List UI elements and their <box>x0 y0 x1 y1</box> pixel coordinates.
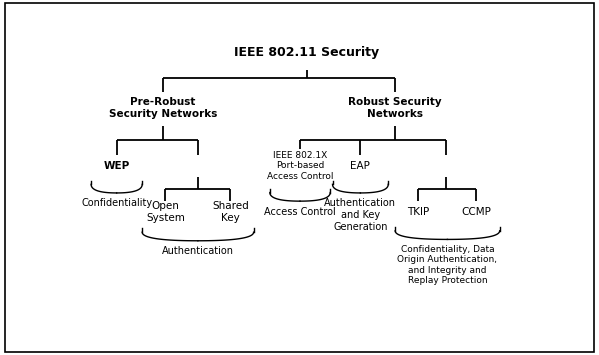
Text: IEEE 802.1X
Port-based
Access Control: IEEE 802.1X Port-based Access Control <box>267 151 333 180</box>
Text: Access Control: Access Control <box>264 207 336 217</box>
Text: EAP: EAP <box>350 160 370 171</box>
Text: Authentication: Authentication <box>162 246 234 256</box>
Text: Authentication
and Key
Generation: Authentication and Key Generation <box>325 198 397 231</box>
Text: Pre-Robust
Security Networks: Pre-Robust Security Networks <box>109 97 217 119</box>
Text: Shared
Key: Shared Key <box>212 201 249 223</box>
Text: IEEE 802.11 Security: IEEE 802.11 Security <box>234 46 380 59</box>
Text: TKIP: TKIP <box>407 207 429 217</box>
Text: CCMP: CCMP <box>461 207 491 217</box>
Text: Open
System: Open System <box>146 201 185 223</box>
Text: Confidentiality, Data
Origin Authentication,
and Integrity and
Replay Protection: Confidentiality, Data Origin Authenticat… <box>397 245 497 285</box>
Text: WEP: WEP <box>104 160 130 171</box>
Text: Robust Security
Networks: Robust Security Networks <box>349 97 442 119</box>
Text: Confidentiality: Confidentiality <box>81 198 152 208</box>
